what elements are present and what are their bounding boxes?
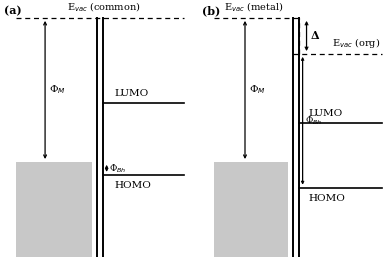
Text: (a): (a) — [4, 5, 22, 16]
Text: Δ: Δ — [310, 31, 319, 41]
Text: Φ$_{M}$: Φ$_{M}$ — [249, 84, 265, 96]
Text: (b): (b) — [202, 5, 220, 16]
Text: HOMO: HOMO — [309, 194, 345, 203]
Text: Φ$_{Bh}$: Φ$_{Bh}$ — [109, 162, 127, 175]
Text: E$_{vac}$ (common): E$_{vac}$ (common) — [67, 1, 141, 14]
Text: LUMO: LUMO — [114, 89, 149, 98]
Text: LUMO: LUMO — [309, 109, 343, 118]
Text: E$_{vac}$ (org): E$_{vac}$ (org) — [332, 36, 380, 50]
Text: Φ$_{M}$: Φ$_{M}$ — [49, 84, 65, 96]
Text: E$_{vac}$ (metal): E$_{vac}$ (metal) — [223, 1, 283, 14]
Text: Φ$_{Bh}$: Φ$_{Bh}$ — [305, 115, 323, 127]
Text: HOMO: HOMO — [114, 181, 151, 190]
